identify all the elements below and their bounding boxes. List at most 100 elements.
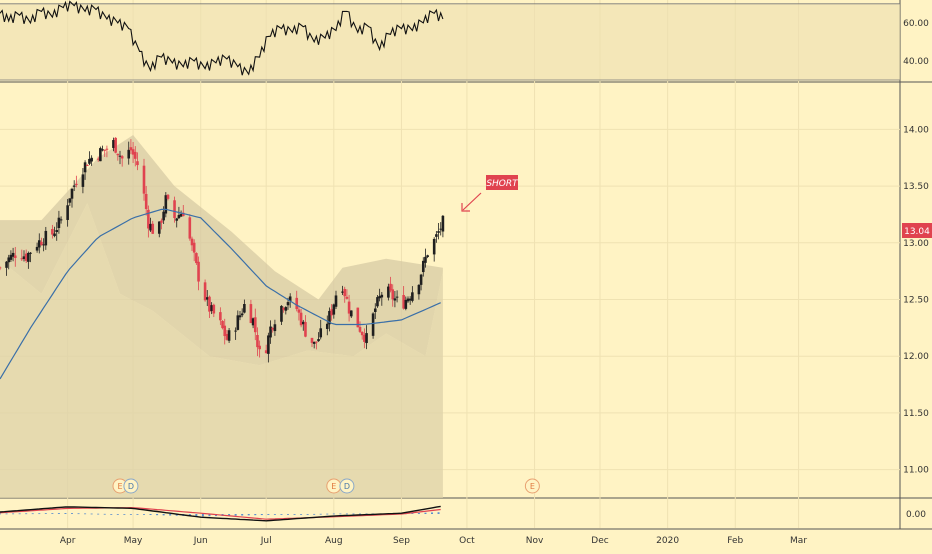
candle-body[interactable]	[53, 233, 56, 237]
candle-body[interactable]	[264, 350, 268, 354]
candle-body[interactable]	[0, 267, 2, 269]
candle-body[interactable]	[88, 158, 91, 164]
candle-body[interactable]	[118, 155, 122, 157]
candle-body[interactable]	[144, 193, 148, 210]
candle-body[interactable]	[162, 211, 165, 221]
candle-body[interactable]	[234, 330, 237, 332]
candle-body[interactable]	[225, 333, 229, 340]
candle-body[interactable]	[175, 218, 179, 221]
candle-body[interactable]	[317, 339, 320, 342]
candle-body[interactable]	[426, 255, 429, 257]
candle-body[interactable]	[20, 258, 24, 260]
candle-body[interactable]	[133, 151, 137, 159]
candle-body[interactable]	[197, 261, 200, 282]
candle-body[interactable]	[408, 298, 412, 301]
candle-body[interactable]	[149, 223, 152, 231]
earnings-marker[interactable]	[524, 478, 540, 494]
candle-body[interactable]	[380, 294, 384, 298]
candle-body[interactable]	[212, 304, 216, 314]
candle-body[interactable]	[147, 209, 150, 229]
candle-body[interactable]	[90, 157, 93, 162]
candle-body[interactable]	[373, 308, 377, 312]
candle-body[interactable]	[258, 345, 261, 350]
candle-body[interactable]	[435, 234, 438, 237]
candle-body[interactable]	[173, 200, 176, 219]
candle-body[interactable]	[421, 260, 425, 273]
candle-body[interactable]	[81, 174, 85, 187]
candle-layer[interactable]	[0, 137, 445, 363]
candle-body[interactable]	[13, 255, 17, 258]
candle-body[interactable]	[395, 296, 399, 298]
candle-body[interactable]	[120, 156, 124, 159]
candle-body[interactable]	[404, 299, 408, 309]
candle-body[interactable]	[112, 140, 115, 148]
candle-body[interactable]	[349, 310, 353, 317]
candle-body[interactable]	[406, 298, 410, 302]
candle-body[interactable]	[304, 322, 307, 337]
candle-body[interactable]	[432, 238, 436, 255]
candle-body[interactable]	[441, 215, 445, 232]
candle-body[interactable]	[40, 241, 43, 245]
candle-body[interactable]	[288, 296, 292, 302]
oscillator-panel[interactable]	[0, 0, 444, 76]
candle-body[interactable]	[66, 205, 69, 220]
candle-body[interactable]	[253, 317, 257, 333]
candle-body[interactable]	[203, 282, 207, 301]
candle-body[interactable]	[273, 324, 277, 332]
candle-body[interactable]	[223, 325, 227, 337]
candle-body[interactable]	[312, 341, 316, 344]
candle-body[interactable]	[96, 158, 100, 160]
candle-body[interactable]	[371, 313, 375, 336]
candle-body[interactable]	[271, 328, 275, 330]
candle-body[interactable]	[37, 240, 41, 248]
candle-body[interactable]	[85, 164, 89, 166]
candle-body[interactable]	[387, 286, 390, 298]
candle-body[interactable]	[35, 246, 39, 251]
candle-body[interactable]	[282, 307, 285, 310]
candle-body[interactable]	[27, 252, 30, 262]
candle-body[interactable]	[127, 149, 131, 159]
candle-body[interactable]	[72, 185, 76, 187]
candle-body[interactable]	[319, 328, 323, 338]
candle-body[interactable]	[330, 309, 333, 316]
candle-body[interactable]	[22, 256, 26, 260]
candle-body[interactable]	[42, 244, 45, 246]
candle-body[interactable]	[391, 289, 395, 300]
candle-body[interactable]	[114, 137, 117, 153]
candle-body[interactable]	[151, 223, 155, 234]
candle-body[interactable]	[267, 335, 270, 354]
short-annotation[interactable]: SHORT	[461, 175, 519, 212]
candle-body[interactable]	[136, 161, 139, 166]
candle-body[interactable]	[301, 321, 305, 325]
candle-body[interactable]	[365, 333, 368, 344]
candle-body[interactable]	[280, 305, 283, 322]
candle-body[interactable]	[439, 228, 443, 230]
candle-body[interactable]	[343, 288, 347, 297]
candle-body[interactable]	[299, 312, 303, 326]
candle-body[interactable]	[360, 332, 364, 336]
candle-body[interactable]	[5, 261, 8, 268]
candle-body[interactable]	[347, 301, 351, 314]
candle-body[interactable]	[240, 313, 244, 316]
candle-body[interactable]	[411, 292, 414, 301]
candle-body[interactable]	[164, 195, 168, 214]
candle-body[interactable]	[131, 149, 135, 155]
candle-body[interactable]	[315, 341, 318, 343]
candle-body[interactable]	[129, 147, 133, 151]
candle-body[interactable]	[345, 296, 349, 299]
candle-body[interactable]	[221, 320, 224, 329]
candle-body[interactable]	[295, 297, 299, 310]
candle-body[interactable]	[181, 212, 185, 217]
dividend-marker[interactable]	[123, 478, 139, 494]
macd-panel[interactable]	[0, 505, 441, 522]
candle-body[interactable]	[188, 217, 192, 239]
candle-body[interactable]	[29, 252, 32, 254]
candle-body[interactable]	[393, 298, 397, 301]
candle-body[interactable]	[249, 304, 253, 324]
candle-body[interactable]	[286, 302, 290, 306]
candle-body[interactable]	[195, 253, 198, 264]
candle-body[interactable]	[219, 312, 222, 321]
candle-body[interactable]	[269, 326, 272, 338]
candle-body[interactable]	[24, 253, 28, 261]
